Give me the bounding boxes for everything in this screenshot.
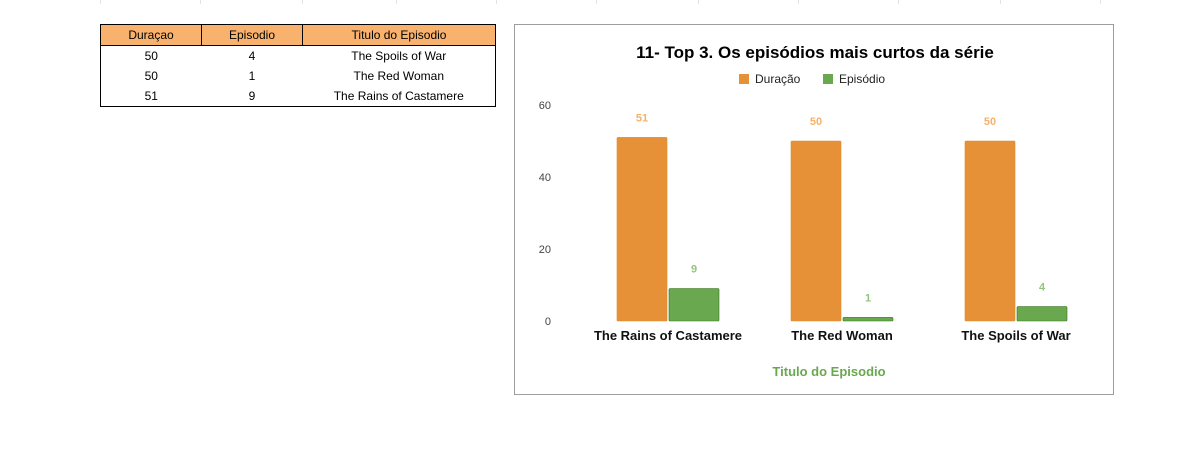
table-row: 50 4 The Spoils of War bbox=[100, 45, 496, 66]
chart-legend: Duração Episódio bbox=[739, 72, 885, 86]
column-header-strip bbox=[0, 0, 1201, 4]
bar-duracao-2[interactable] bbox=[964, 140, 1016, 322]
bar-episodio-1[interactable] bbox=[842, 317, 894, 322]
table-header-row: Duraçao Episodio Titulo do Episodio bbox=[100, 24, 496, 46]
table-row: 50 1 The Red Woman bbox=[100, 66, 496, 86]
bar-duracao-1[interactable] bbox=[790, 140, 842, 322]
header-duracao[interactable]: Duraçao bbox=[100, 24, 202, 46]
legend-swatch-0 bbox=[739, 74, 749, 84]
chart-title: 11- Top 3. Os episódios mais curtos da s… bbox=[636, 43, 994, 62]
data-label-duracao-0: 51 bbox=[636, 112, 648, 124]
cell-titulo[interactable]: The Red Woman bbox=[302, 66, 496, 86]
legend-swatch-1 bbox=[823, 74, 833, 84]
bar-duracao-0[interactable] bbox=[616, 137, 668, 322]
cell-episodio[interactable]: 4 bbox=[248, 49, 256, 63]
y-tick-label: 20 bbox=[539, 244, 551, 256]
x-tick-label: The Spoils of War bbox=[961, 328, 1070, 343]
x-tick-label: The Red Woman bbox=[791, 328, 893, 343]
data-label-duracao-1: 50 bbox=[810, 116, 822, 128]
cell-duracao[interactable]: 50 bbox=[100, 45, 202, 66]
x-tick-label: The Rains of Castamere bbox=[594, 328, 742, 343]
x-axis: The Rains of Castamere The Red Woman The S… bbox=[594, 328, 1071, 343]
y-tick-label: 60 bbox=[539, 100, 551, 112]
y-tick-label: 0 bbox=[545, 316, 551, 328]
cell-titulo[interactable]: The Rains of Castamere bbox=[302, 86, 496, 107]
cell-episodio[interactable]: 1 bbox=[248, 69, 256, 83]
x-axis-title: Titulo do Episodio bbox=[772, 364, 885, 379]
bar-chart: 11- Top 3. Os episódios mais curtos da s… bbox=[539, 43, 1071, 379]
header-episodio[interactable]: Episodio bbox=[201, 24, 303, 46]
legend-label-0[interactable]: Duração bbox=[755, 72, 801, 86]
data-label-episodio-1: 1 bbox=[865, 292, 871, 304]
bar-episodio-2[interactable] bbox=[1016, 306, 1068, 322]
cell-duracao[interactable]: 50 bbox=[100, 66, 202, 86]
header-titulo[interactable]: Titulo do Episodio bbox=[302, 24, 496, 46]
cell-duracao[interactable]: 51 bbox=[100, 86, 202, 107]
episodes-table: Duraçao Episodio Titulo do Episodio 50 4… bbox=[100, 24, 496, 107]
chart-card[interactable]: 11- Top 3. Os episódios mais curtos da s… bbox=[514, 24, 1114, 395]
data-label-episodio-0: 9 bbox=[691, 264, 697, 276]
data-label-duracao-2: 50 bbox=[984, 116, 996, 128]
cell-episodio[interactable]: 9 bbox=[201, 86, 303, 107]
bar-episodio-0[interactable] bbox=[668, 288, 720, 322]
table-row: 51 9 The Rains of Castamere bbox=[100, 86, 496, 107]
bars-group: 51 9 50 1 50 4 bbox=[616, 112, 1068, 322]
data-label-episodio-2: 4 bbox=[1039, 282, 1046, 294]
y-axis: 0 20 40 60 bbox=[539, 100, 551, 328]
cell-titulo[interactable]: The Spoils of War bbox=[302, 45, 496, 66]
legend-label-1[interactable]: Episódio bbox=[839, 72, 885, 86]
y-tick-label: 40 bbox=[539, 172, 551, 184]
